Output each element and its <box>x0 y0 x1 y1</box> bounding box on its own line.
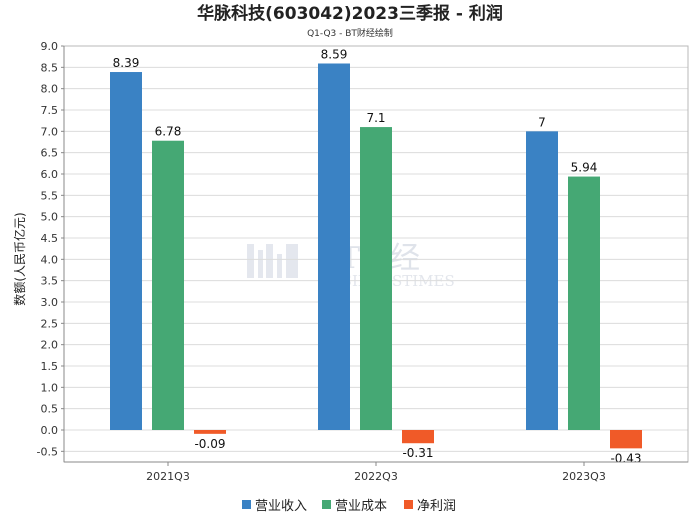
y-tick-label: 8.0 <box>41 83 59 96</box>
y-tick-label: 1.0 <box>41 381 59 394</box>
legend: 营业收入 营业成本 净利润 <box>242 499 456 514</box>
bar <box>610 430 642 449</box>
y-tick-label: 5.5 <box>41 189 59 202</box>
data-labels: 8.39 6.78 -0.09 8.59 7.1 -0.31 7 5.94 -0.43 <box>113 47 642 465</box>
y-tick-label: 4.5 <box>41 232 59 245</box>
legend-label: 净利润 <box>417 499 456 514</box>
bar-data-label: -0.09 <box>194 437 225 451</box>
watermark: BT财经 BUSINESSTIMES <box>247 241 455 290</box>
x-tick-label: 2022Q3 <box>354 470 398 483</box>
bar <box>152 140 184 430</box>
bar-data-label: 5.94 <box>571 161 598 175</box>
y-tick-label: 6.0 <box>41 168 59 181</box>
y-tick-label: 8.5 <box>41 61 59 74</box>
y-tick-label: 7.5 <box>41 104 59 117</box>
legend-label: 营业成本 <box>335 499 387 514</box>
bar <box>568 176 600 430</box>
x-tick-label: 2021Q3 <box>146 470 190 483</box>
bar-data-label: -0.31 <box>402 446 433 460</box>
legend-label: 营业收入 <box>255 499 307 514</box>
legend-swatch <box>404 500 413 509</box>
x-tick-label: 2023Q3 <box>562 470 606 483</box>
bar-data-label: 8.39 <box>113 56 140 70</box>
bar-data-label: 7 <box>538 115 546 129</box>
bar <box>526 131 558 431</box>
y-tick-label: 3.0 <box>41 296 59 309</box>
y-tick-label: 1.5 <box>41 360 59 373</box>
bar <box>402 430 434 444</box>
legend-swatch <box>242 500 251 509</box>
y-tick-label: 6.5 <box>41 147 59 160</box>
bar-data-label: 8.59 <box>321 47 348 61</box>
y-tick-label: 0.5 <box>41 403 59 416</box>
y-tick-label: 3.5 <box>41 275 59 288</box>
bar-data-label: 7.1 <box>366 111 385 125</box>
y-tick-label: 2.0 <box>41 339 59 352</box>
chart-title: 华脉科技(603042)2023三季报 - 利润 <box>197 3 503 24</box>
y-tick-label: 5.0 <box>41 211 59 224</box>
y-tick-label: 0.0 <box>41 424 59 437</box>
bars <box>110 63 642 449</box>
legend-item: 净利润 <box>404 499 456 514</box>
legend-item: 营业成本 <box>322 499 387 514</box>
y-axis-label: 数额(人民币亿元) <box>12 212 27 305</box>
chart-subtitle: Q1-Q3 - BT财经绘制 <box>307 27 393 39</box>
bar <box>318 63 350 430</box>
bar <box>194 430 226 434</box>
y-tick-label: 2.5 <box>41 317 59 330</box>
legend-swatch <box>322 500 331 509</box>
bar-data-label: 6.78 <box>155 125 182 139</box>
y-tick-label: 7.0 <box>41 125 59 138</box>
watermark-logo-icon <box>247 244 298 278</box>
legend-item: 营业收入 <box>242 499 307 514</box>
y-axis-ticks: -0.5 0.0 0.5 1.0 1.5 2.0 2.5 3.0 3.5 4.0 4.5 5.0 5.5… <box>37 40 64 458</box>
bar-data-label: -0.43 <box>610 451 641 465</box>
y-tick-label: 4.0 <box>41 253 59 266</box>
bar <box>360 127 392 431</box>
bar <box>110 72 142 430</box>
x-axis-ticks: 2021Q3 2022Q3 2023Q3 <box>146 462 606 483</box>
y-tick-label: -0.5 <box>37 445 58 458</box>
y-tick-label: 9.0 <box>41 40 59 53</box>
